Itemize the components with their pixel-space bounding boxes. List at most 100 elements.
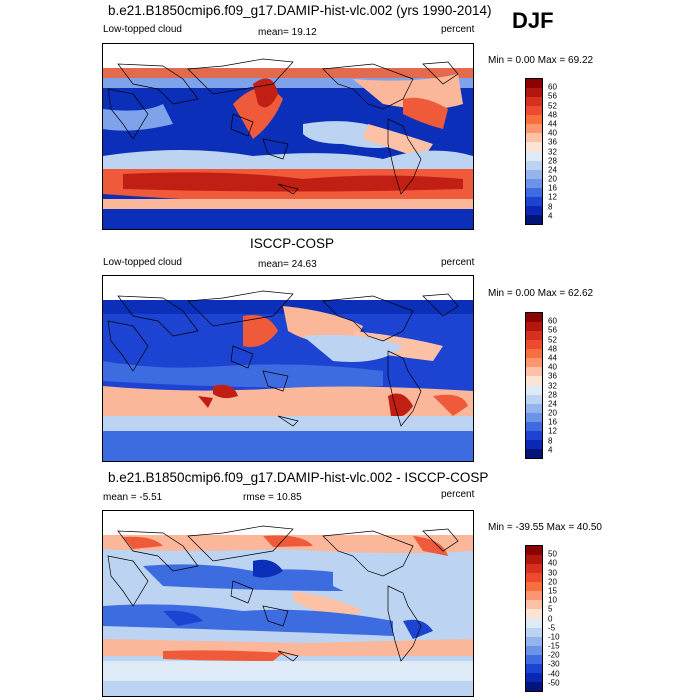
colorbar-tick-label: 5 bbox=[548, 604, 553, 614]
colorbar-swatch bbox=[526, 331, 542, 341]
panel3-minmax: Min = -39.55 Max = 40.50 bbox=[488, 522, 602, 533]
colorbar-swatch bbox=[526, 376, 542, 386]
colorbar-swatch bbox=[526, 448, 542, 458]
colorbar-tick-label: 36 bbox=[548, 371, 557, 381]
colorbar-tick-label: 16 bbox=[548, 417, 557, 427]
panel1-minmax: Min = 0.00 Max = 69.22 bbox=[488, 55, 594, 66]
colorbar-swatch bbox=[526, 681, 542, 691]
colorbar-tick-label: 28 bbox=[548, 156, 557, 166]
colorbar-swatch bbox=[526, 645, 542, 655]
panel3-colorbar bbox=[525, 545, 543, 692]
colorbar-tick-label: 20 bbox=[548, 577, 557, 587]
colorbar-swatch bbox=[526, 214, 542, 224]
colorbar-swatch bbox=[526, 600, 542, 610]
panel1-colorbar bbox=[525, 78, 543, 225]
panel2-mean-label: mean= 24.63 bbox=[258, 259, 317, 270]
colorbar-swatch bbox=[526, 564, 542, 574]
colorbar-tick-label: 16 bbox=[548, 183, 557, 193]
colorbar-swatch bbox=[526, 196, 542, 206]
colorbar-tick-label: 20 bbox=[548, 174, 557, 184]
colorbar-swatch bbox=[526, 439, 542, 449]
colorbar-tick-label: 56 bbox=[548, 91, 557, 101]
colorbar-swatch bbox=[526, 672, 542, 682]
panel2-map bbox=[102, 275, 474, 462]
panel1-map bbox=[102, 43, 474, 230]
colorbar-swatch bbox=[526, 187, 542, 197]
colorbar-tick-label: 8 bbox=[548, 436, 553, 446]
panel1-mean-label: mean= 19.12 bbox=[258, 27, 317, 38]
colorbar-tick-label: 50 bbox=[548, 549, 557, 559]
panel3-mean-label: mean = -5.51 bbox=[103, 492, 163, 503]
colorbar-swatch bbox=[526, 430, 542, 440]
colorbar-tick-label: 20 bbox=[548, 408, 557, 418]
colorbar-swatch bbox=[526, 313, 542, 323]
colorbar-tick-label: 56 bbox=[548, 325, 557, 335]
colorbar-swatch bbox=[526, 555, 542, 565]
colorbar-swatch bbox=[526, 151, 542, 161]
colorbar-tick-label: 40 bbox=[548, 128, 557, 138]
colorbar-tick-label: 44 bbox=[548, 119, 557, 129]
colorbar-swatch bbox=[526, 97, 542, 107]
season-label: DJF bbox=[512, 8, 554, 33]
colorbar-swatch bbox=[526, 349, 542, 359]
colorbar-swatch bbox=[526, 385, 542, 395]
colorbar-tick-label: 24 bbox=[548, 399, 557, 409]
colorbar-swatch bbox=[526, 322, 542, 332]
panel3-title: b.e21.B1850cmip6.f09_g17.DAMIP-hist-vlc.… bbox=[108, 470, 489, 485]
colorbar-swatch bbox=[526, 160, 542, 170]
colorbar-tick-label: 28 bbox=[548, 390, 557, 400]
panel2-colorbar bbox=[525, 312, 543, 459]
colorbar-swatch bbox=[526, 627, 542, 637]
colorbar-swatch bbox=[526, 88, 542, 98]
colorbar-swatch bbox=[526, 178, 542, 188]
colorbar-tick-label: 4 bbox=[548, 211, 553, 221]
colorbar-tick-label: -15 bbox=[548, 641, 560, 651]
colorbar-tick-label: 32 bbox=[548, 147, 557, 156]
colorbar-tick-label: -50 bbox=[548, 678, 560, 688]
colorbar-tick-label: 44 bbox=[548, 353, 557, 363]
colorbar-tick-label: -40 bbox=[548, 669, 560, 679]
panel1-title: b.e21.B1850cmip6.f09_g17.DAMIP-hist-vlc.… bbox=[108, 3, 492, 18]
colorbar-swatch bbox=[526, 421, 542, 431]
panel2-minmax: Min = 0.00 Max = 62.62 bbox=[488, 288, 594, 299]
colorbar-swatch bbox=[526, 133, 542, 143]
panel1-units-label: percent bbox=[441, 24, 475, 35]
colorbar-tick-label: 52 bbox=[548, 335, 557, 345]
colorbar-swatch bbox=[526, 124, 542, 134]
colorbar-swatch bbox=[526, 591, 542, 601]
colorbar-tick-label: 60 bbox=[548, 316, 557, 326]
panel2-units-label: percent bbox=[441, 257, 475, 268]
colorbar-swatch bbox=[526, 636, 542, 646]
colorbar-swatch bbox=[526, 663, 542, 673]
colorbar-swatch bbox=[526, 115, 542, 125]
colorbar-swatch bbox=[526, 618, 542, 628]
colorbar-tick-label: 40 bbox=[548, 558, 557, 568]
colorbar-tick-label: 4 bbox=[548, 445, 553, 455]
colorbar-tick-label: 48 bbox=[548, 344, 557, 354]
colorbar-tick-label: 36 bbox=[548, 137, 557, 147]
colorbar-swatch bbox=[526, 546, 542, 556]
colorbar-tick-label: 52 bbox=[548, 101, 557, 111]
colorbar-tick-label: 60 bbox=[548, 82, 557, 92]
colorbar-swatch bbox=[526, 205, 542, 215]
colorbar-swatch bbox=[526, 582, 542, 592]
colorbar-swatch bbox=[526, 573, 542, 583]
panel3-map bbox=[102, 510, 474, 697]
colorbar-swatch bbox=[526, 358, 542, 368]
colorbar-tick-label: 10 bbox=[548, 595, 557, 605]
colorbar-swatch bbox=[526, 142, 542, 152]
colorbar-swatch bbox=[526, 654, 542, 664]
colorbar-tick-label: 8 bbox=[548, 202, 553, 212]
colorbar-tick-label: -5 bbox=[548, 623, 556, 633]
panel1-variable-label: Low-topped cloud bbox=[103, 24, 182, 35]
colorbar-swatch bbox=[526, 403, 542, 413]
panel3-units-label: percent bbox=[441, 489, 475, 500]
colorbar-swatch bbox=[526, 169, 542, 179]
colorbar-swatch bbox=[526, 609, 542, 619]
panel1-map-field bbox=[103, 44, 473, 229]
colorbar-swatch bbox=[526, 340, 542, 350]
panel3-map-field bbox=[103, 511, 473, 696]
colorbar-tick-label: -30 bbox=[548, 659, 560, 669]
colorbar-swatch bbox=[526, 79, 542, 89]
colorbar-tick-label: -10 bbox=[548, 632, 560, 642]
